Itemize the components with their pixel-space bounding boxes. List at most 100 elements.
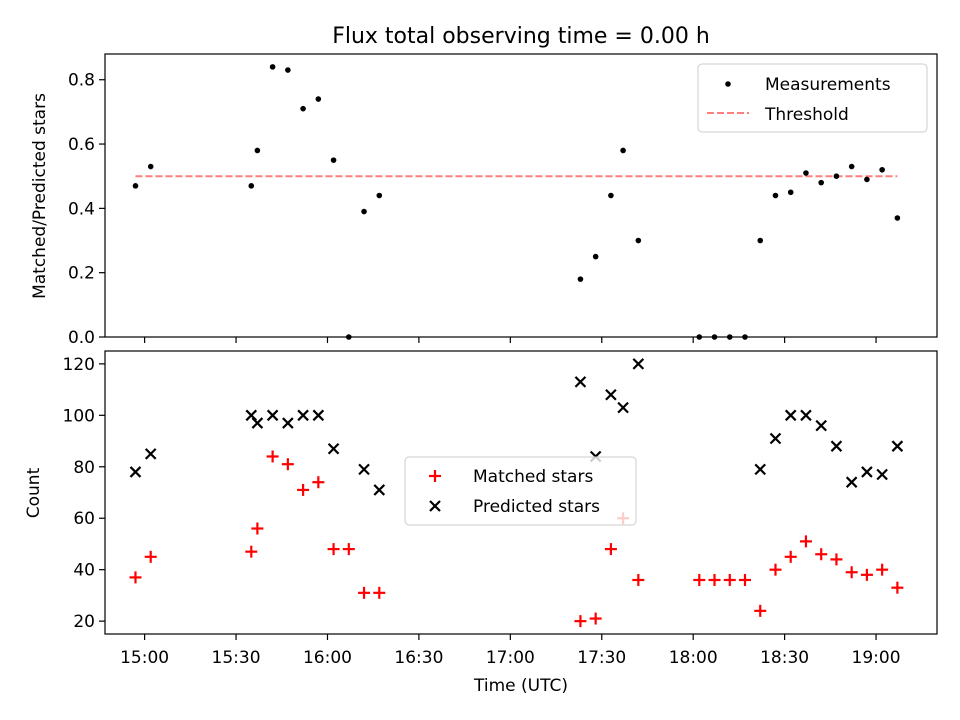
- measurement-point: [376, 192, 383, 199]
- y-tick-label: 0.4: [68, 199, 95, 219]
- x-tick-label: 15:00: [120, 648, 169, 668]
- top-panel: 0.00.20.40.60.8 Matched/Predicted stars …: [30, 53, 938, 348]
- measurement-point: [592, 253, 599, 260]
- predicted-stars-legend-label: Predicted stars: [473, 497, 600, 517]
- measurement-point: [894, 215, 901, 221]
- matched-star-point: [281, 458, 294, 471]
- measurement-point: [787, 189, 794, 196]
- y-tick-label: 0.2: [68, 264, 95, 284]
- predicted-star-point: [845, 476, 858, 488]
- matched-star-point: [342, 543, 355, 556]
- measurement-point: [620, 147, 626, 154]
- matched-star-point: [297, 483, 310, 496]
- measurement-point: [833, 173, 840, 180]
- y-tick-label: 20: [73, 612, 95, 632]
- predicted-star-point: [861, 466, 873, 478]
- bottom-y-axis-label: Count: [24, 467, 44, 518]
- measurement-point: [147, 163, 154, 170]
- matched-star-point: [830, 553, 843, 566]
- matched-star-point: [604, 543, 617, 556]
- measurement-point: [711, 334, 718, 340]
- x-axis-label: Time (UTC): [473, 676, 568, 696]
- x-tick-label: 18:00: [669, 648, 718, 668]
- predicted-star-point: [358, 463, 370, 476]
- measurement-point: [608, 192, 614, 199]
- matched-star-point: [589, 612, 602, 625]
- bottom-legend: Matched stars Predicted stars: [404, 456, 637, 526]
- y-tick-label: 0.0: [68, 328, 95, 348]
- predicted-star-point: [876, 468, 888, 481]
- measurement-point: [248, 183, 255, 189]
- matched-star-point: [373, 586, 386, 599]
- matched-star-point: [784, 550, 797, 563]
- x-tick-label: 16:00: [303, 648, 352, 668]
- predicted-stars-legend-marker: [429, 500, 441, 512]
- matched-star-point: [815, 548, 828, 561]
- y-tick-label: 80: [73, 458, 95, 478]
- measurement-point: [254, 147, 261, 154]
- threshold-legend-label: Threshold: [764, 105, 849, 125]
- top-legend: Measurements Threshold: [697, 63, 928, 133]
- bottom-x-ticks: 15:00 15:30 16:00 16:30 17:00 17:30 18:00 18:30…: [120, 634, 901, 668]
- predicted-star-point: [784, 409, 797, 422]
- measurement-point: [346, 334, 352, 340]
- matched-star-point: [845, 566, 858, 579]
- predicted-star-point: [312, 409, 325, 422]
- predicted-star-point: [297, 409, 309, 422]
- matched-star-point: [708, 573, 721, 586]
- matched-stars-legend-label: Matched stars: [473, 467, 593, 487]
- measurement-point: [361, 208, 367, 215]
- matched-star-point: [891, 581, 904, 594]
- predicted-star-point: [769, 432, 782, 445]
- measurement-point: [757, 237, 764, 244]
- matched-star-point: [312, 476, 325, 489]
- bottom-axes-frame: [104, 350, 938, 635]
- matched-star-point: [129, 571, 142, 584]
- matched-star-point: [358, 586, 371, 599]
- predicted-star-point: [800, 409, 812, 422]
- predicted-star-point: [574, 376, 587, 388]
- y-tick-label: 0.8: [68, 71, 95, 91]
- predicted-star-point: [282, 417, 294, 429]
- measurement-point: [300, 105, 306, 112]
- y-tick-label: 100: [63, 406, 95, 426]
- measurement-point: [848, 163, 855, 170]
- y-tick-label: 60: [73, 509, 95, 529]
- x-tick-label: 17:30: [577, 648, 626, 668]
- predicted-star-point: [327, 442, 340, 455]
- predicted-star-point: [373, 484, 386, 496]
- x-tick-label: 17:00: [486, 648, 535, 668]
- predicted-star-point: [617, 401, 629, 414]
- bottom-legend-box: [404, 456, 637, 526]
- top-x-ticks: [144, 337, 877, 343]
- top-y-ticks: 0.0 0.2 0.4 0.6 0.8: [68, 71, 105, 348]
- x-tick-label: 18:30: [760, 648, 809, 668]
- measurement-point: [132, 183, 139, 189]
- bottom-y-ticks: 20 40 60 80 100 120: [63, 355, 105, 632]
- predicted-star-point: [891, 440, 904, 452]
- predicted-star-point: [129, 466, 142, 478]
- matched-star-point: [860, 568, 873, 581]
- predicted-star-point: [830, 440, 843, 452]
- measurement-point: [330, 157, 337, 163]
- measurement-point: [635, 237, 642, 244]
- measurement-points: [132, 64, 901, 340]
- y-tick-label: 40: [73, 561, 95, 581]
- measurement-point: [285, 67, 291, 73]
- measurement-point: [696, 334, 703, 340]
- measurement-point: [269, 64, 276, 70]
- predicted-star-point: [632, 358, 645, 370]
- matched-star-point: [144, 550, 157, 563]
- measurement-point: [742, 334, 748, 340]
- measurement-point: [726, 334, 733, 340]
- measurement-point: [864, 176, 870, 183]
- measurement-point: [803, 170, 809, 176]
- chart-title: Flux total observing time = 0.00 h: [332, 24, 710, 49]
- predicted-star-point: [144, 448, 157, 460]
- matched-star-point: [739, 573, 751, 586]
- matched-star-point: [876, 563, 889, 576]
- top-y-axis-label: Matched/Predicted stars: [30, 93, 50, 299]
- predicted-star-point: [251, 417, 264, 429]
- x-tick-label: 16:30: [394, 648, 443, 668]
- measurements-legend-label: Measurements: [765, 75, 891, 95]
